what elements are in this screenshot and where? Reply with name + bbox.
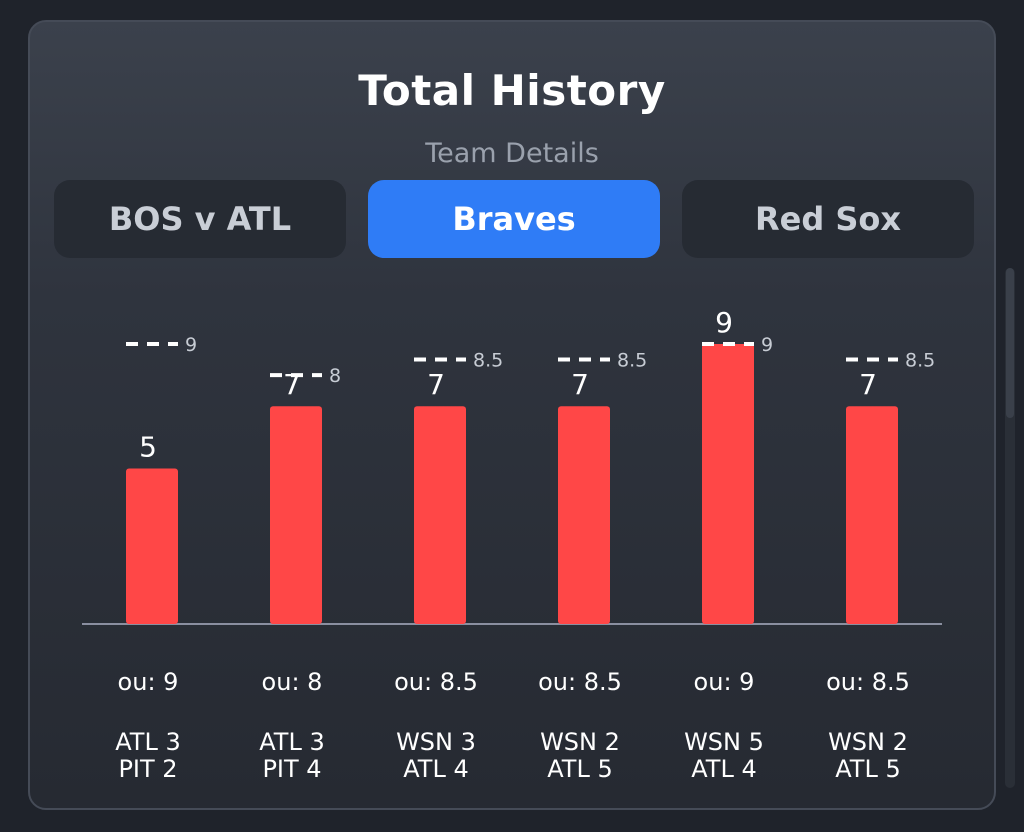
ou-line-label: 9 bbox=[761, 334, 773, 356]
tab-red-sox[interactable]: Red Sox bbox=[682, 180, 974, 258]
game-line-2: ATL 4 bbox=[403, 755, 468, 783]
game-line-1: WSN 2 bbox=[828, 728, 908, 756]
ou-line-label: 9 bbox=[185, 334, 197, 356]
game-line-1: ATL 3 bbox=[259, 728, 324, 756]
game-line-2: PIT 2 bbox=[118, 755, 177, 783]
game-line-1: WSN 2 bbox=[540, 728, 620, 756]
ou-line-label: 8.5 bbox=[905, 350, 935, 372]
ou-label: ou: 8.5 bbox=[826, 668, 910, 696]
bar bbox=[414, 406, 466, 624]
game-line-2: ATL 5 bbox=[547, 755, 612, 783]
ou-label: ou: 9 bbox=[694, 668, 755, 696]
card-title: Total History bbox=[358, 66, 666, 115]
ou-label: ou: 8 bbox=[262, 668, 323, 696]
game-line-1: WSN 5 bbox=[684, 728, 764, 756]
bar-value-label: 7 bbox=[427, 368, 445, 401]
ou-label: ou: 9 bbox=[118, 668, 179, 696]
scrollbar[interactable] bbox=[1005, 268, 1015, 788]
bar bbox=[270, 406, 322, 624]
card-subtitle: Team Details bbox=[425, 138, 599, 169]
game-line-1: WSN 3 bbox=[396, 728, 476, 756]
bar-value-label: 9 bbox=[715, 306, 733, 339]
ou-line-label: 8.5 bbox=[473, 350, 503, 372]
tab-braves[interactable]: Braves bbox=[368, 180, 660, 258]
bar bbox=[558, 406, 610, 624]
scrollbar-thumb[interactable] bbox=[1006, 268, 1014, 418]
bar-value-label: 7 bbox=[859, 368, 877, 401]
ou-line-label: 8 bbox=[329, 365, 341, 387]
bar bbox=[846, 406, 898, 624]
ou-label: ou: 8.5 bbox=[538, 668, 622, 696]
bar bbox=[126, 468, 178, 624]
bar bbox=[702, 344, 754, 624]
game-line-2: PIT 4 bbox=[262, 755, 321, 783]
game-line-2: ATL 5 bbox=[835, 755, 900, 783]
ou-line-label: 8.5 bbox=[617, 350, 647, 372]
game-line-2: ATL 4 bbox=[691, 755, 756, 783]
bar-value-label: 7 bbox=[571, 368, 589, 401]
total-history-card: Total History Team Details BOS v ATL Bra… bbox=[28, 20, 996, 810]
game-line-1: ATL 3 bbox=[115, 728, 180, 756]
ou-label: ou: 8.5 bbox=[394, 668, 478, 696]
bar-value-label: 5 bbox=[139, 430, 157, 463]
tab-bos-v-atl[interactable]: BOS v ATL bbox=[54, 180, 346, 258]
